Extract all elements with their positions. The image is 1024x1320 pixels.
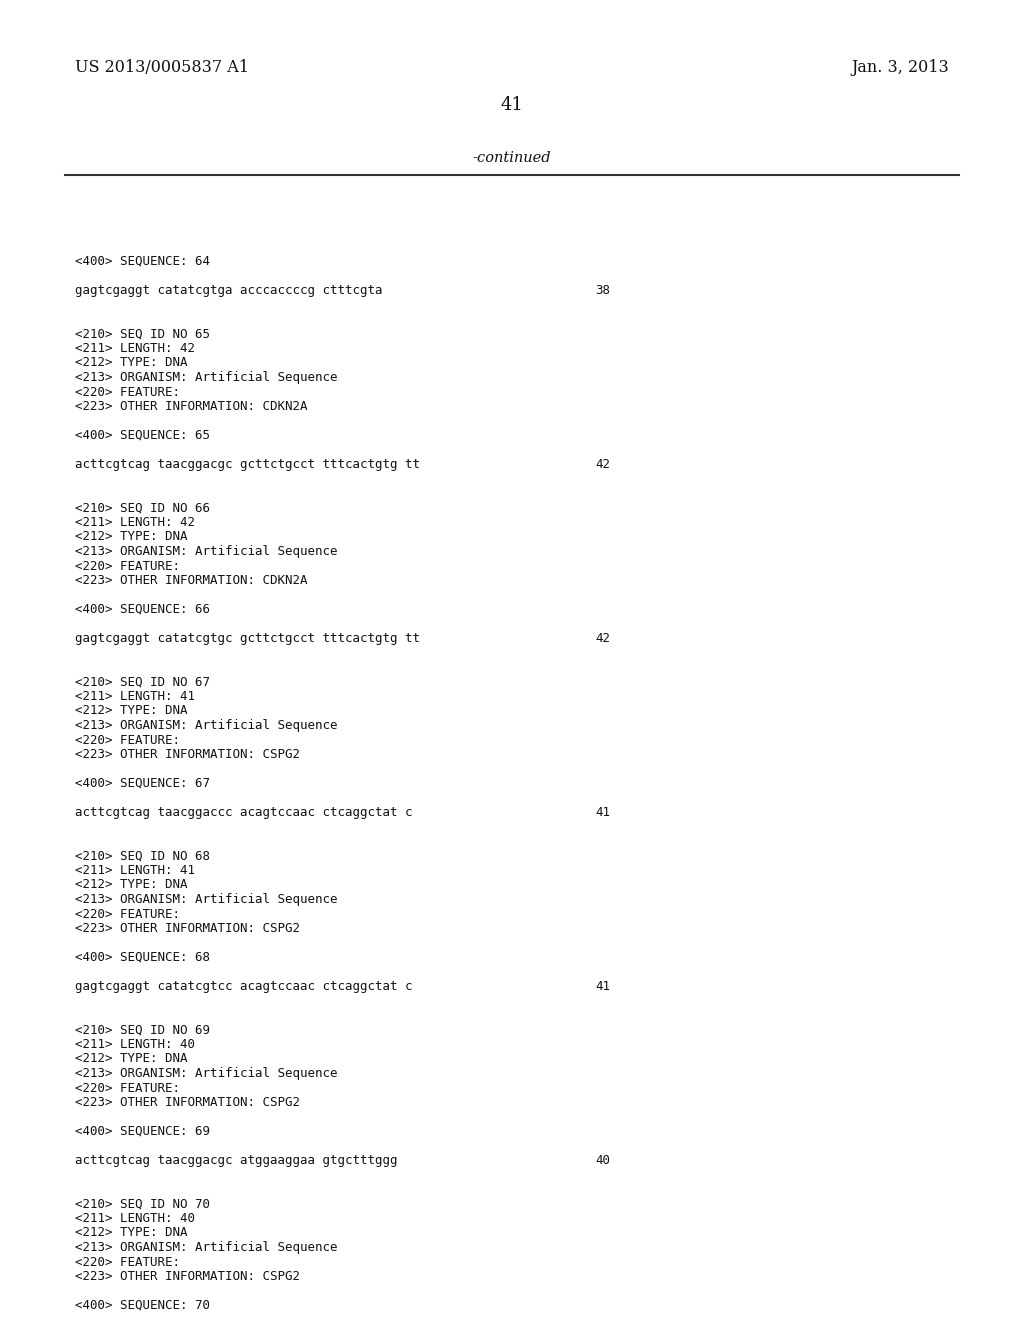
Text: -continued: -continued — [473, 150, 551, 165]
Text: <210> SEQ ID NO 67: <210> SEQ ID NO 67 — [75, 676, 210, 689]
Text: <400> SEQUENCE: 69: <400> SEQUENCE: 69 — [75, 1125, 210, 1138]
Text: <213> ORGANISM: Artificial Sequence: <213> ORGANISM: Artificial Sequence — [75, 545, 338, 558]
Text: <213> ORGANISM: Artificial Sequence: <213> ORGANISM: Artificial Sequence — [75, 1241, 338, 1254]
Text: <211> LENGTH: 41: <211> LENGTH: 41 — [75, 865, 195, 876]
Text: <400> SEQUENCE: 70: <400> SEQUENCE: 70 — [75, 1299, 210, 1312]
Text: <211> LENGTH: 42: <211> LENGTH: 42 — [75, 516, 195, 529]
Text: <212> TYPE: DNA: <212> TYPE: DNA — [75, 531, 187, 544]
Text: 41: 41 — [595, 979, 610, 993]
Text: <400> SEQUENCE: 64: <400> SEQUENCE: 64 — [75, 255, 210, 268]
Text: <220> FEATURE:: <220> FEATURE: — [75, 1081, 180, 1094]
Text: <400> SEQUENCE: 68: <400> SEQUENCE: 68 — [75, 950, 210, 964]
Text: <210> SEQ ID NO 69: <210> SEQ ID NO 69 — [75, 1023, 210, 1036]
Text: <220> FEATURE:: <220> FEATURE: — [75, 734, 180, 747]
Text: <211> LENGTH: 40: <211> LENGTH: 40 — [75, 1212, 195, 1225]
Text: <210> SEQ ID NO 66: <210> SEQ ID NO 66 — [75, 502, 210, 515]
Text: US 2013/0005837 A1: US 2013/0005837 A1 — [75, 59, 249, 77]
Text: <220> FEATURE:: <220> FEATURE: — [75, 560, 180, 573]
Text: <220> FEATURE:: <220> FEATURE: — [75, 908, 180, 920]
Text: <213> ORGANISM: Artificial Sequence: <213> ORGANISM: Artificial Sequence — [75, 894, 338, 906]
Text: 41: 41 — [595, 807, 610, 818]
Text: <213> ORGANISM: Artificial Sequence: <213> ORGANISM: Artificial Sequence — [75, 371, 338, 384]
Text: acttcgtcag taacggacgc gcttctgcct tttcactgtg tt: acttcgtcag taacggacgc gcttctgcct tttcact… — [75, 458, 420, 471]
Text: acttcgtcag taacggacgc atggaaggaa gtgctttggg: acttcgtcag taacggacgc atggaaggaa gtgcttt… — [75, 1154, 397, 1167]
Text: <213> ORGANISM: Artificial Sequence: <213> ORGANISM: Artificial Sequence — [75, 1067, 338, 1080]
Text: 42: 42 — [595, 632, 610, 645]
Text: <223> OTHER INFORMATION: CDKN2A: <223> OTHER INFORMATION: CDKN2A — [75, 574, 307, 587]
Text: 42: 42 — [595, 458, 610, 471]
Text: <223> OTHER INFORMATION: CSPG2: <223> OTHER INFORMATION: CSPG2 — [75, 1270, 300, 1283]
Text: <210> SEQ ID NO 68: <210> SEQ ID NO 68 — [75, 850, 210, 862]
Text: <211> LENGTH: 40: <211> LENGTH: 40 — [75, 1038, 195, 1051]
Text: gagtcgaggt catatcgtcc acagtccaac ctcaggctat c: gagtcgaggt catatcgtcc acagtccaac ctcaggc… — [75, 979, 413, 993]
Text: <400> SEQUENCE: 66: <400> SEQUENCE: 66 — [75, 603, 210, 616]
Text: <212> TYPE: DNA: <212> TYPE: DNA — [75, 1052, 187, 1065]
Text: <212> TYPE: DNA: <212> TYPE: DNA — [75, 1226, 187, 1239]
Text: 41: 41 — [501, 96, 523, 114]
Text: 38: 38 — [595, 284, 610, 297]
Text: <223> OTHER INFORMATION: CDKN2A: <223> OTHER INFORMATION: CDKN2A — [75, 400, 307, 413]
Text: <213> ORGANISM: Artificial Sequence: <213> ORGANISM: Artificial Sequence — [75, 719, 338, 733]
Text: <212> TYPE: DNA: <212> TYPE: DNA — [75, 705, 187, 718]
Text: <212> TYPE: DNA: <212> TYPE: DNA — [75, 356, 187, 370]
Text: <211> LENGTH: 41: <211> LENGTH: 41 — [75, 690, 195, 704]
Text: 40: 40 — [595, 1154, 610, 1167]
Text: Jan. 3, 2013: Jan. 3, 2013 — [851, 59, 949, 77]
Text: <220> FEATURE:: <220> FEATURE: — [75, 1255, 180, 1269]
Text: <210> SEQ ID NO 65: <210> SEQ ID NO 65 — [75, 327, 210, 341]
Text: <211> LENGTH: 42: <211> LENGTH: 42 — [75, 342, 195, 355]
Text: <212> TYPE: DNA: <212> TYPE: DNA — [75, 879, 187, 891]
Text: gagtcgaggt catatcgtgc gcttctgcct tttcactgtg tt: gagtcgaggt catatcgtgc gcttctgcct tttcact… — [75, 632, 420, 645]
Text: <220> FEATURE:: <220> FEATURE: — [75, 385, 180, 399]
Text: <223> OTHER INFORMATION: CSPG2: <223> OTHER INFORMATION: CSPG2 — [75, 748, 300, 762]
Text: <400> SEQUENCE: 67: <400> SEQUENCE: 67 — [75, 777, 210, 789]
Text: <210> SEQ ID NO 70: <210> SEQ ID NO 70 — [75, 1197, 210, 1210]
Text: gagtcgaggt catatcgtga acccaccccg ctttcgta: gagtcgaggt catatcgtga acccaccccg ctttcgt… — [75, 284, 383, 297]
Text: <223> OTHER INFORMATION: CSPG2: <223> OTHER INFORMATION: CSPG2 — [75, 1096, 300, 1109]
Text: <400> SEQUENCE: 65: <400> SEQUENCE: 65 — [75, 429, 210, 442]
Text: <223> OTHER INFORMATION: CSPG2: <223> OTHER INFORMATION: CSPG2 — [75, 921, 300, 935]
Text: acttcgtcag taacggaccc acagtccaac ctcaggctat c: acttcgtcag taacggaccc acagtccaac ctcaggc… — [75, 807, 413, 818]
